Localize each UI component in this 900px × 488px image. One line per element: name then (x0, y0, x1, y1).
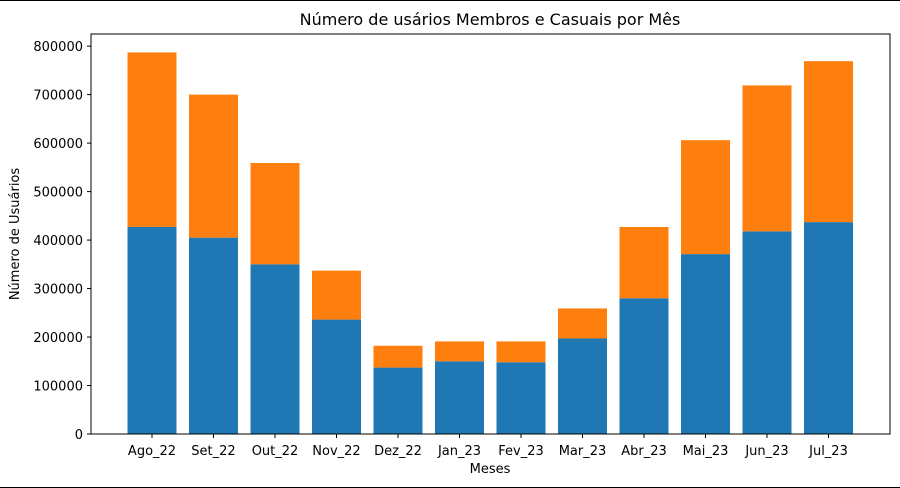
y-tick-label: 800000 (33, 40, 83, 55)
x-tick-label: Jul_23 (808, 444, 848, 459)
bar-series2-jun_23 (742, 85, 792, 232)
bar-series2-mar_23 (558, 308, 607, 339)
plot-area-frame (90, 33, 891, 435)
y-axis-label: Número de Usuários (8, 168, 23, 301)
y-tick-label: 500000 (33, 186, 83, 201)
y-tick-label: 0 (75, 428, 83, 443)
bar-series1-nov_22 (312, 319, 361, 434)
y-tick-label: 700000 (33, 89, 83, 104)
x-tick-label: Fev_23 (498, 444, 544, 459)
y-tick-label: 400000 (33, 234, 83, 249)
bar-series1-out_22 (250, 264, 300, 434)
x-tick-label: Set_22 (191, 444, 235, 459)
bar-series1-fev_23 (496, 362, 546, 434)
bar-series2-jul_23 (804, 61, 853, 223)
x-tick-label: Mar_23 (559, 444, 607, 459)
y-tick-label: 300000 (33, 283, 83, 298)
bar-series2-mai_23 (681, 140, 730, 255)
bar-series1-abr_23 (619, 298, 669, 434)
x-tick-label: Out_22 (252, 444, 299, 459)
bars-layer (127, 52, 853, 434)
bar-series2-ago_22 (127, 52, 177, 227)
bar-series1-jan_23 (435, 361, 484, 434)
x-tick-label: Ago_22 (128, 444, 176, 459)
x-tick-label: Nov_22 (312, 444, 360, 459)
y-tick-label: 200000 (33, 331, 83, 346)
bar-series1-jul_23 (804, 222, 853, 434)
bar-series2-fev_23 (496, 341, 546, 363)
bar-series1-mar_23 (558, 338, 607, 434)
bar-series1-dez_22 (373, 367, 423, 434)
x-tick-label: Mai_23 (683, 444, 729, 459)
chart-title: Número de usários Membros e Casuais por … (300, 10, 681, 29)
bar-series2-nov_22 (312, 270, 361, 320)
bar-series2-dez_22 (373, 345, 423, 368)
x-tick-label: Dez_22 (374, 444, 422, 459)
bar-series1-ago_22 (127, 226, 177, 434)
bar-series2-set_22 (189, 94, 238, 238)
bar-series1-mai_23 (681, 254, 730, 434)
x-axis-label: Meses (470, 462, 511, 477)
bar-series1-jun_23 (742, 231, 792, 434)
y-axis: 0 100000 200000 300000 400000 500000 600000 700… (33, 40, 91, 443)
y-tick-label: 600000 (33, 137, 83, 152)
bar-series1-set_22 (189, 237, 238, 434)
bar-series2-jan_23 (435, 341, 484, 362)
x-tick-label: Abr_23 (621, 444, 667, 459)
x-tick-label: Jan_23 (437, 444, 481, 459)
x-tick-label: Jun_23 (744, 444, 788, 459)
bar-series2-abr_23 (619, 226, 669, 299)
y-tick-label: 100000 (33, 380, 83, 395)
x-axis: Ago_22 Set_22 Out_22 Nov_22 Dez_22 Jan_23 Fev_… (128, 434, 848, 459)
bar-series2-out_22 (250, 162, 300, 265)
